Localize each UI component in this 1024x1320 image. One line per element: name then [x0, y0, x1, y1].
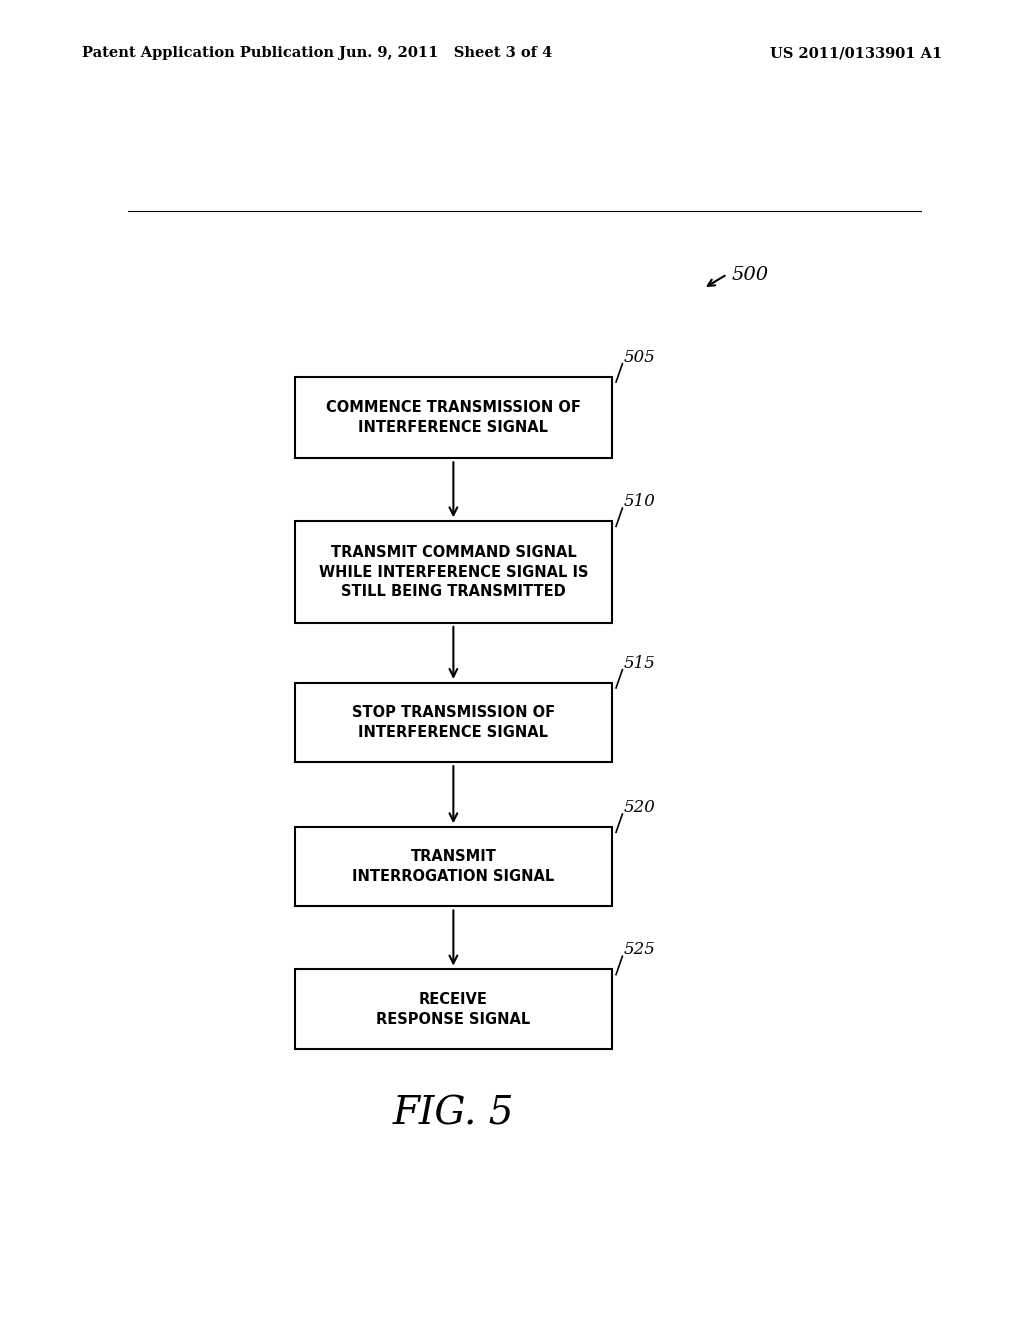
Text: TRANSMIT COMMAND SIGNAL
WHILE INTERFERENCE SIGNAL IS
STILL BEING TRANSMITTED: TRANSMIT COMMAND SIGNAL WHILE INTERFEREN…	[318, 545, 588, 599]
Text: 500: 500	[731, 267, 768, 284]
Text: COMMENCE TRANSMISSION OF
INTERFERENCE SIGNAL: COMMENCE TRANSMISSION OF INTERFERENCE SI…	[326, 400, 581, 436]
Text: Patent Application Publication: Patent Application Publication	[82, 46, 334, 61]
Text: RECEIVE
RESPONSE SIGNAL: RECEIVE RESPONSE SIGNAL	[376, 991, 530, 1027]
Text: FIG. 5: FIG. 5	[392, 1096, 514, 1133]
FancyBboxPatch shape	[295, 969, 612, 1049]
FancyBboxPatch shape	[295, 828, 612, 907]
FancyBboxPatch shape	[295, 682, 612, 762]
Text: STOP TRANSMISSION OF
INTERFERENCE SIGNAL: STOP TRANSMISSION OF INTERFERENCE SIGNAL	[352, 705, 555, 741]
FancyBboxPatch shape	[295, 378, 612, 458]
Text: 505: 505	[624, 348, 656, 366]
Text: 520: 520	[624, 799, 656, 816]
Text: TRANSMIT
INTERROGATION SIGNAL: TRANSMIT INTERROGATION SIGNAL	[352, 850, 555, 884]
Text: Jun. 9, 2011   Sheet 3 of 4: Jun. 9, 2011 Sheet 3 of 4	[339, 46, 552, 61]
Text: 515: 515	[624, 655, 656, 672]
Text: 510: 510	[624, 494, 656, 510]
Text: 525: 525	[624, 941, 656, 958]
FancyBboxPatch shape	[295, 521, 612, 623]
Text: US 2011/0133901 A1: US 2011/0133901 A1	[770, 46, 942, 61]
